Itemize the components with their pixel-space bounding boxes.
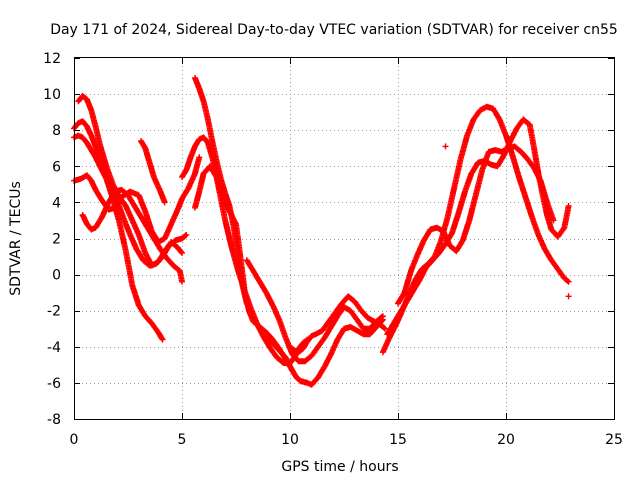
y-tick-label: -2 xyxy=(47,304,61,320)
x-tick-label: 15 xyxy=(389,432,407,448)
x-axis-label: GPS time / hours xyxy=(281,459,398,475)
y-tick-label: 6 xyxy=(52,159,61,175)
series-track-13 xyxy=(379,103,572,356)
data-point xyxy=(565,293,572,300)
series-track-11 xyxy=(287,293,388,356)
y-tick-label: 8 xyxy=(52,123,61,139)
series-track-6 xyxy=(138,138,168,206)
y-tick-label: -8 xyxy=(47,412,61,428)
series-track-15 xyxy=(395,143,557,307)
x-tick-label: 10 xyxy=(281,432,299,448)
x-tick-label: 25 xyxy=(605,432,623,448)
y-tick-label: -6 xyxy=(47,376,61,392)
data-series xyxy=(71,74,572,388)
y-tick-label: 12 xyxy=(43,51,61,67)
series-track-10 xyxy=(243,257,386,365)
series-track-14 xyxy=(384,116,572,338)
series-track-3 xyxy=(75,92,185,269)
axis-ticks: 0 5 10 15 20 25 -8 -6 -4 -2 0 2 4 6 8 10 12 xyxy=(43,51,623,448)
y-tick-label: 0 xyxy=(52,268,61,284)
series-track-5 xyxy=(79,186,185,285)
plot-frame xyxy=(74,57,615,420)
y-tick-label: 10 xyxy=(43,87,61,103)
series-track-9 xyxy=(192,163,296,374)
y-axis-label: SDTVAR / TECUs xyxy=(8,181,24,296)
data-point xyxy=(442,143,449,150)
y-tick-label: 2 xyxy=(52,232,61,248)
x-tick-label: 20 xyxy=(497,432,515,448)
y-tick-label: -4 xyxy=(47,340,61,356)
x-tick-label: 0 xyxy=(70,432,79,448)
x-tick-label: 5 xyxy=(178,432,187,448)
chart-title: Day 171 of 2024, Sidereal Day-to-day VTE… xyxy=(50,22,618,38)
y-tick-label: 4 xyxy=(52,195,61,211)
series-track-12 xyxy=(293,316,386,388)
